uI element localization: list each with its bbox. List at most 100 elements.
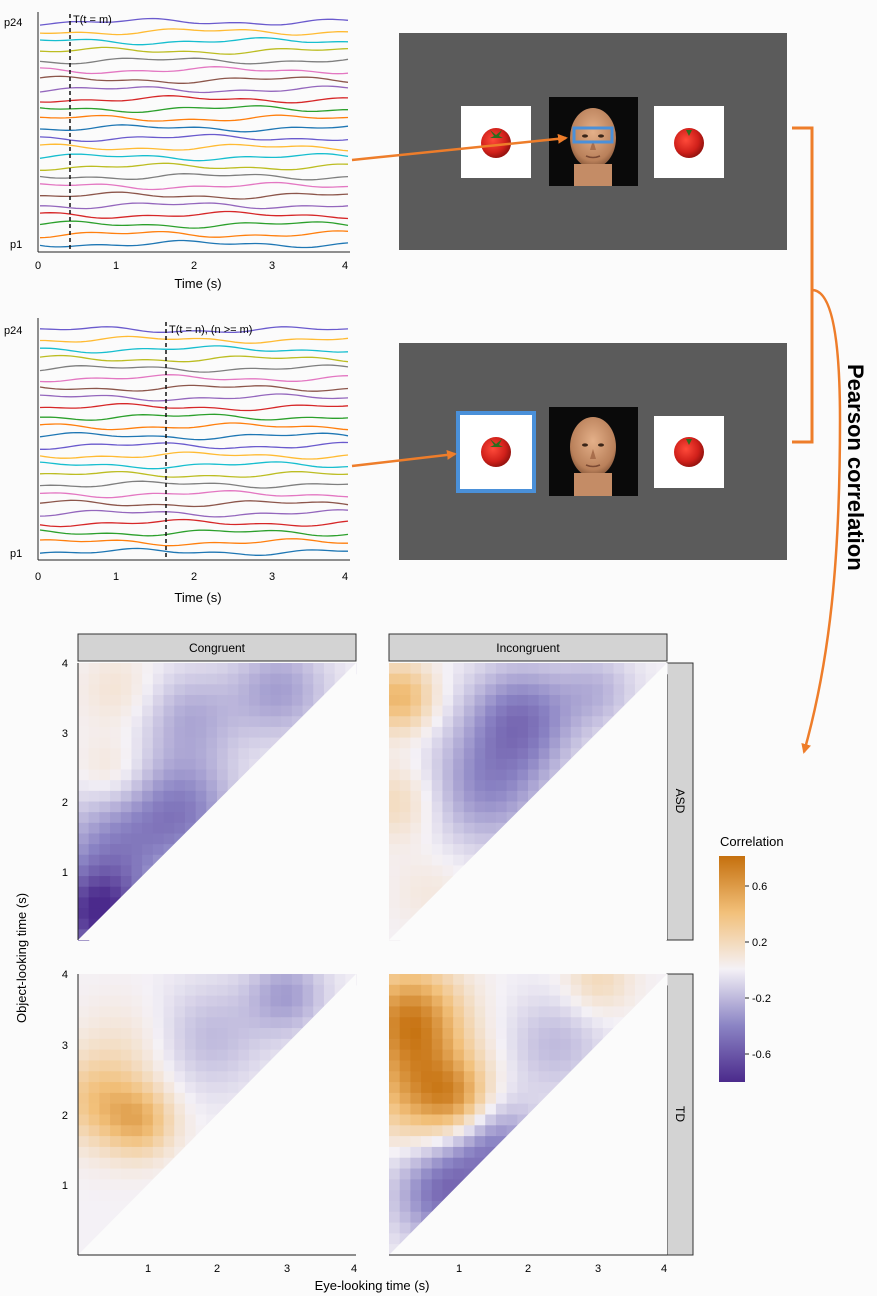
heatmap-cell [410, 1200, 422, 1213]
heatmap-cell [174, 716, 186, 728]
heatmap-cell [506, 1082, 518, 1094]
heatmap-cell [142, 974, 154, 986]
legend-tick-label: 0.6 [752, 881, 767, 893]
heatmap-cell [389, 1006, 401, 1018]
heatmap-cell [538, 663, 550, 675]
heatmap-cell [410, 1136, 422, 1148]
heatmap-cell [506, 1006, 518, 1018]
heatmap-cell [120, 769, 133, 781]
heatmap-cell [442, 1168, 454, 1180]
heatmap-cell [421, 1136, 433, 1148]
heatmap-cell [99, 1146, 111, 1159]
heatmap-cell [495, 780, 508, 792]
heatmap-cell [152, 974, 165, 986]
heatmap-cell [485, 748, 497, 760]
heatmap-cell [421, 1168, 433, 1180]
heatmap-cell [99, 769, 111, 781]
participant-trace [39, 499, 349, 508]
heatmap-cell [195, 1060, 207, 1072]
heatmap-cell [581, 1017, 593, 1029]
heatmap-cell [613, 684, 625, 696]
heatmap-cell [334, 974, 346, 986]
participant-trace [39, 529, 349, 537]
heatmap-cell [99, 1125, 111, 1137]
heatmap-cell [110, 1146, 122, 1159]
heatmap-cell [442, 726, 454, 739]
heatmap-cell [634, 663, 647, 675]
heatmap-panel [389, 663, 668, 941]
heatmap-cell [184, 705, 197, 717]
heatmap-cell [453, 705, 465, 717]
heatmap-cell [399, 1114, 411, 1126]
heatmap-cell [88, 844, 100, 856]
heatmap-cell [259, 1028, 272, 1040]
heatmap-cell [549, 1028, 561, 1040]
heatmap-cell [506, 1114, 518, 1126]
heatmap-cell [463, 1071, 476, 1083]
heatmap-cell [389, 1114, 401, 1126]
arrow-to-object [351, 449, 457, 468]
heatmap-cell [421, 748, 433, 760]
heatmap-cell [227, 705, 239, 717]
heatmap-cell [217, 1038, 229, 1051]
heatmap-cell [485, 684, 497, 696]
heatmap-cell [88, 1028, 100, 1040]
heatmap-cell [184, 1060, 197, 1072]
heatmap-cell [99, 886, 111, 898]
x-tick-label: 2 [191, 260, 197, 272]
heatmap-cell [421, 1082, 433, 1094]
heatmap-cell [538, 1082, 550, 1094]
heatmap-cell [88, 684, 100, 696]
heatmap-cell [581, 995, 593, 1008]
heatmap-cell [485, 769, 497, 781]
heatmap-cell [131, 737, 143, 749]
heatmap-cell [453, 812, 465, 824]
participant-trace [39, 393, 349, 402]
heatmap-cell [442, 748, 454, 760]
heatmap-cell [281, 705, 293, 717]
heatmap-cell [110, 854, 122, 867]
heatmap-cell [99, 833, 111, 845]
heatmap-cell [560, 748, 572, 760]
participant-trace [39, 547, 348, 556]
y-tick-label: 3 [62, 728, 68, 740]
heatmap-cell [517, 673, 529, 685]
heatmap-cell [442, 1017, 454, 1029]
heatmap-cell [99, 1157, 111, 1170]
heatmap-cell [88, 769, 100, 781]
heatmap-cell [421, 984, 433, 997]
heatmap-cell [131, 1028, 143, 1040]
heatmap-cell [227, 1071, 239, 1083]
heatmap-cell [259, 995, 272, 1008]
heatmap-cell [485, 1038, 497, 1051]
heatmap-cell [570, 737, 583, 749]
heatmap-cell [227, 694, 239, 707]
participant-trace [39, 239, 349, 249]
heatmap-cell [581, 974, 593, 986]
heatmap-cell [88, 737, 100, 749]
heatmap-cell [152, 984, 165, 997]
participant-trace [39, 451, 349, 460]
heatmap-cell [120, 673, 133, 685]
heatmap-cell [174, 673, 186, 685]
heatmap-cell [431, 726, 444, 739]
heatmap-cell [152, 705, 165, 717]
heatmap-cell [442, 1146, 454, 1159]
heatmap-cell [142, 673, 154, 685]
heatmap-cell [410, 694, 422, 707]
heatmap-cell [174, 769, 186, 781]
heatmap-cell [259, 673, 272, 685]
heatmap-cell [142, 822, 154, 835]
heatmap-cell [474, 1092, 486, 1105]
heatmap-cell [485, 974, 497, 986]
heatmap-cell [195, 694, 207, 707]
participant-trace [39, 509, 349, 518]
heatmap-cell [120, 1017, 133, 1029]
heatmap-cell [142, 1017, 154, 1029]
heatmap-cell [399, 769, 411, 781]
participant-trace [39, 181, 349, 191]
heatmap-cell [453, 1146, 465, 1159]
heatmap-cell [485, 822, 497, 835]
x-tick-label: 1 [145, 1263, 151, 1275]
heatmap-cell [206, 673, 218, 685]
